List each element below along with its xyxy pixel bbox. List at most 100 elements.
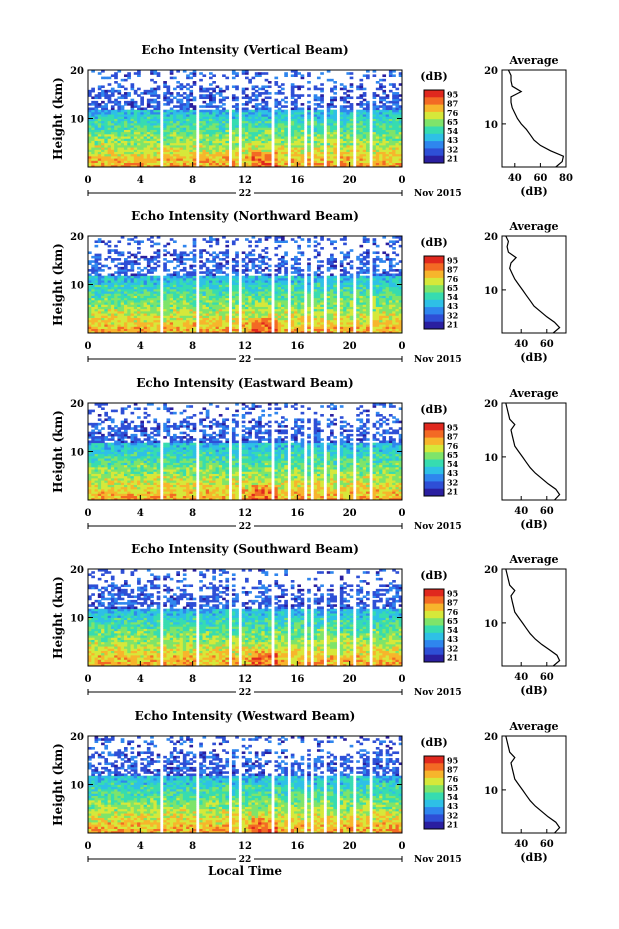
heatmap-cell <box>114 162 118 166</box>
heatmap-cell <box>101 92 105 95</box>
heatmap-cell <box>372 158 377 161</box>
heatmap-cell <box>245 164 249 168</box>
heatmap-cell <box>280 317 285 321</box>
heatmap-cell <box>110 136 115 139</box>
heatmap-cell <box>333 142 337 146</box>
heatmap-cell <box>277 114 282 117</box>
heatmap-cell <box>359 103 364 106</box>
heatmap-cell <box>366 118 370 122</box>
heatmap-cell <box>189 125 194 128</box>
heatmap-cell <box>382 114 387 117</box>
heatmap-cell <box>258 87 262 91</box>
heatmap-cell <box>166 142 171 146</box>
heatmap-cell <box>150 147 154 150</box>
heatmap-cell <box>133 138 138 141</box>
heatmap-cell <box>117 107 122 111</box>
heatmap-cell <box>176 317 180 321</box>
heatmap-cell <box>385 149 390 152</box>
heatmap-cell <box>398 94 403 97</box>
heatmap-cell <box>88 297 92 301</box>
heatmap-cell <box>366 125 370 128</box>
heatmap-cell <box>212 151 216 155</box>
heatmap-cell <box>179 142 184 146</box>
heatmap-cell <box>274 151 279 155</box>
heatmap-cell <box>333 111 337 115</box>
heatmap-cell <box>362 87 367 91</box>
heatmap-cell <box>225 144 230 148</box>
heatmap-cell <box>343 151 347 155</box>
heatmap-cell <box>140 140 144 144</box>
heatmap-cell <box>222 109 226 113</box>
heatmap-cell <box>261 160 266 163</box>
heatmap-cell <box>330 114 334 117</box>
heatmap-cell <box>163 122 167 126</box>
heatmap-cell <box>140 142 144 146</box>
heatmap-cell <box>156 297 161 301</box>
heatmap-cell <box>150 155 154 159</box>
heatmap-cell <box>91 297 95 301</box>
heatmap-cell <box>169 302 174 305</box>
heatmap-cell <box>372 131 377 135</box>
heatmap-cell <box>261 129 266 133</box>
heatmap-cell <box>388 155 393 159</box>
heatmap-cell <box>313 94 318 97</box>
heatmap-cell <box>176 155 180 159</box>
heatmap-cell <box>300 120 305 124</box>
heatmap-cell <box>320 144 324 148</box>
heatmap-cell <box>163 94 167 97</box>
heatmap-cell <box>186 131 190 135</box>
heatmap-cell <box>280 326 285 329</box>
heatmap-cell <box>130 147 135 150</box>
heatmap-cell <box>133 111 138 115</box>
heatmap-cell <box>176 116 180 119</box>
heatmap-cell <box>300 162 305 166</box>
heatmap-cell <box>130 133 135 137</box>
heatmap-cell <box>254 158 259 161</box>
heatmap-cell <box>110 105 115 108</box>
heatmap-cell <box>104 118 109 122</box>
heatmap-cell <box>248 100 252 104</box>
heatmap-cell <box>274 125 279 128</box>
profile-x-tick-label: 80 <box>559 173 573 184</box>
heatmap-cell <box>88 277 92 281</box>
heatmap-cell <box>388 302 393 305</box>
heatmap-cell <box>316 129 321 133</box>
heatmap-cell <box>366 140 370 144</box>
heatmap-cell <box>192 160 197 163</box>
heatmap-cell <box>267 120 272 124</box>
heatmap-cell <box>326 116 331 119</box>
heatmap-cell <box>290 317 295 321</box>
heatmap-cell <box>186 125 190 128</box>
heatmap-cell <box>343 116 347 119</box>
heatmap-cell <box>94 131 99 135</box>
heatmap-cell <box>359 83 364 86</box>
heatmap-cell <box>199 120 203 124</box>
heatmap-cell <box>97 144 102 148</box>
heatmap-cell <box>356 142 360 146</box>
heatmap-cell <box>140 92 144 95</box>
heatmap-cell <box>274 98 279 102</box>
heatmap-cell <box>91 103 95 106</box>
heatmap-cell <box>241 277 246 281</box>
heatmap-cell <box>300 317 305 321</box>
heatmap-cell <box>316 302 321 305</box>
heatmap-cell <box>326 149 331 152</box>
heatmap-cell <box>202 144 207 148</box>
heatmap-cell <box>101 105 105 108</box>
heatmap-cell <box>222 133 226 137</box>
heatmap-cell <box>205 105 210 108</box>
heatmap-cell <box>382 164 387 168</box>
heatmap-cell <box>284 277 288 281</box>
heatmap-cell <box>330 78 334 82</box>
heatmap-cell <box>127 92 131 95</box>
heatmap-cell <box>107 302 112 305</box>
heatmap-cell <box>215 133 220 137</box>
heatmap-cell <box>235 149 239 152</box>
heatmap-cell <box>261 302 266 305</box>
heatmap-cell <box>241 116 246 119</box>
heatmap-cell <box>372 133 377 137</box>
heatmap-cell <box>117 83 122 86</box>
heatmap-cell <box>392 125 396 128</box>
heatmap-cell <box>343 92 347 95</box>
heatmap-cell <box>316 111 321 115</box>
